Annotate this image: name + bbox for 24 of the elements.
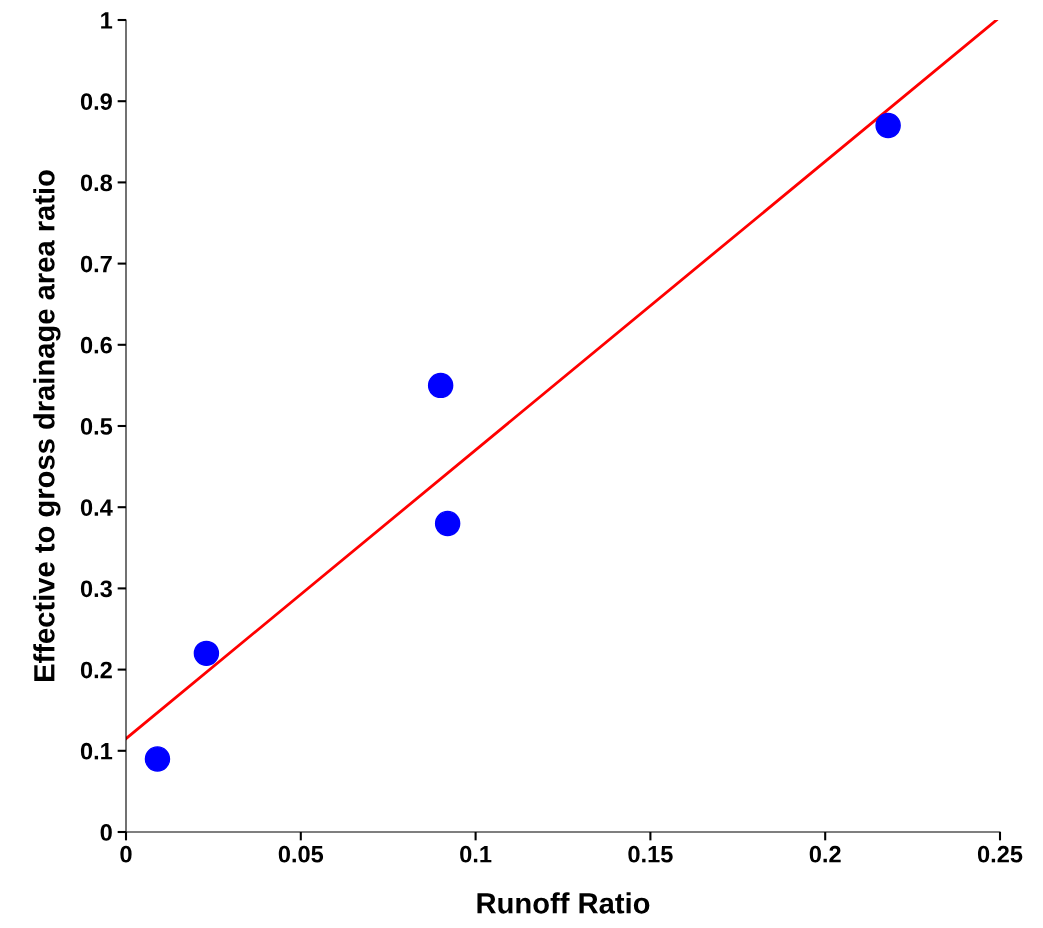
y-tick-label: 1 [101, 12, 113, 29]
y-tick-label: 0.8 [80, 174, 113, 192]
y-tick-label: 0.3 [80, 580, 112, 598]
y-tick-label: 0.4 [80, 499, 113, 516]
y-tick-label: 0.9 [80, 93, 112, 110]
y-tick-label: 0 [100, 824, 112, 841]
x-tick-label: 0.25 [977, 845, 1023, 863]
y-tick-label: 0.2 [80, 661, 112, 679]
y-tick-label: 0.1 [80, 742, 113, 760]
y-axis-title: Effective to gross drainage area ratio [33, 170, 61, 681]
x-tick-label: 0.15 [628, 845, 673, 863]
point [427, 372, 454, 399]
x-axis-title: Runoff Ratio [477, 892, 650, 914]
y-tick-label: 0.7 [80, 255, 112, 273]
point [434, 510, 461, 537]
x-tick-label: 0.05 [278, 845, 324, 863]
point [875, 112, 901, 139]
x-tick-label: 0 [120, 845, 132, 863]
y-tick-label: 0.6 [80, 336, 112, 354]
x-tick-label: 0.2 [809, 845, 841, 863]
x-tick-label: 0.1 [460, 845, 492, 863]
y-tick-label: 0.5 [80, 418, 113, 435]
point [144, 746, 171, 772]
point [193, 640, 220, 667]
